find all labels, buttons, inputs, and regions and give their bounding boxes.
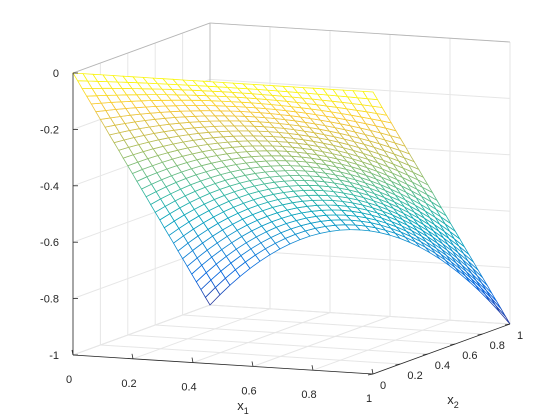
grid-line xyxy=(312,319,451,371)
y-tick-label: 0.8 xyxy=(490,340,505,352)
x-axis-label: x1 xyxy=(237,398,249,416)
x-tick-label: 0.6 xyxy=(241,385,256,397)
x-tick-label: 0.4 xyxy=(181,382,196,394)
x-tick xyxy=(311,365,314,371)
box-edge xyxy=(209,22,511,43)
z-tick-label: 0 xyxy=(53,68,59,80)
grid-line xyxy=(72,304,211,356)
x-axis-line xyxy=(72,354,374,375)
x-tick-label: 1 xyxy=(366,393,372,405)
grid-line xyxy=(209,304,511,325)
mesh-cell xyxy=(362,90,379,101)
y-tick xyxy=(477,333,483,336)
z-tick-label: -0.8 xyxy=(40,294,59,306)
grid-line xyxy=(132,308,271,360)
surface-mesh xyxy=(72,72,511,325)
tick-labels: 0 0.2 0.4 0.6 0.8 100.20.40.60.810-0.2-0.4-0.… xyxy=(40,68,523,405)
grid-line xyxy=(127,334,428,355)
x-tick xyxy=(191,357,194,363)
grid-line xyxy=(252,315,391,367)
y-tick xyxy=(422,353,428,356)
grid-line xyxy=(192,312,331,364)
grid-line xyxy=(100,344,401,365)
grid-line xyxy=(209,78,511,99)
z-tick-label: -0.6 xyxy=(40,237,59,249)
y-axis-label: x2 xyxy=(447,392,459,410)
x-tick-label: 0 xyxy=(66,374,72,386)
x-tick-label: 0.8 xyxy=(301,389,316,401)
y-axis-line xyxy=(372,323,511,375)
y-tick-label: 0.6 xyxy=(462,350,477,362)
x-tick xyxy=(371,368,374,375)
x-tick xyxy=(71,349,74,356)
y-tick-label: 1 xyxy=(517,330,523,342)
z-tick-label: -0.2 xyxy=(40,124,59,136)
x-tick xyxy=(131,353,134,359)
y-tick xyxy=(504,323,511,326)
x-tick-label: 0.2 xyxy=(121,378,136,390)
y-tick xyxy=(450,343,456,346)
axes xyxy=(71,72,511,376)
x-tick xyxy=(251,361,254,367)
y-tick xyxy=(395,363,401,366)
z-tick-label: -0.4 xyxy=(40,181,59,193)
box-edge xyxy=(72,22,211,74)
y-tick-label: 0.2 xyxy=(407,370,422,382)
y-tick-label: 0.4 xyxy=(435,360,450,372)
z-tick-label: -1 xyxy=(49,350,59,362)
grid-line xyxy=(182,314,483,335)
y-tick-label: 0 xyxy=(380,380,386,392)
y-tick xyxy=(367,373,374,376)
grid-line xyxy=(155,324,456,345)
